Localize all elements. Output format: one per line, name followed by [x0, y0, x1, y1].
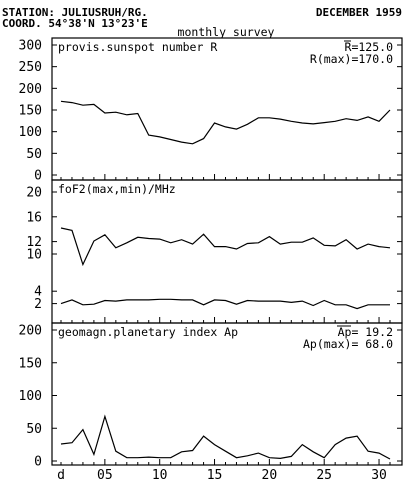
series-line-2-1 — [60, 227, 391, 267]
panel-title-1: provis.sunspot number R — [58, 40, 217, 54]
y-tick-label: 0 — [34, 455, 42, 470]
y-tick-label: 50 — [26, 422, 42, 437]
panel-stat-1-1: R=125.0 — [345, 40, 394, 54]
coord-label: COORD. 54°38'N 13°23'E — [2, 17, 148, 30]
y-tick-label: 250 — [19, 60, 42, 75]
panel-title-2: foF2(max,min)/MHz — [58, 182, 176, 196]
date-label: DECEMBER 1959 — [316, 6, 402, 19]
y-tick-label: 2 — [34, 297, 42, 312]
x-tick-label: d — [57, 468, 65, 480]
series-line-3-1 — [60, 414, 391, 460]
x-tick-label: 30 — [371, 468, 387, 480]
y-tick-label: 10 — [26, 248, 42, 263]
y-tick-label: 0 — [34, 169, 42, 184]
y-tick-label: 50 — [26, 147, 42, 162]
y-tick-label: 200 — [19, 324, 42, 339]
y-tick-label: 20 — [26, 186, 42, 201]
panel-stat-1-2: R(max)=170.0 — [310, 52, 393, 66]
series-line-2-2 — [60, 298, 390, 310]
panel-stat-3-2: Ap(max)= 68.0 — [303, 337, 393, 351]
y-tick-label: 12 — [26, 235, 42, 250]
x-tick-label: 05 — [97, 468, 113, 480]
x-tick-label: 15 — [207, 468, 223, 480]
subtitle-label: monthly survey — [178, 25, 275, 39]
panel-stat-3-1: Ap= 19.2 — [338, 325, 393, 339]
x-tick-label: 10 — [152, 468, 168, 480]
y-tick-label: 200 — [19, 82, 42, 97]
y-tick-label: 16 — [26, 210, 42, 225]
plot-frame-3 — [51, 322, 403, 466]
y-tick-label: 150 — [19, 356, 42, 371]
panel-title-3: geomagn.planetary index Ap — [58, 325, 238, 339]
station-label: STATION: JULIUSRUH/RG. — [2, 6, 148, 19]
series-line-1-1 — [60, 100, 391, 145]
x-tick-label: 20 — [262, 468, 278, 480]
y-tick-label: 4 — [34, 285, 42, 300]
y-tick-label: 100 — [19, 389, 42, 404]
x-tick-label: 25 — [316, 468, 332, 480]
y-tick-label: 300 — [19, 39, 42, 54]
y-tick-label: 150 — [19, 104, 42, 119]
y-tick-label: 100 — [19, 125, 42, 140]
